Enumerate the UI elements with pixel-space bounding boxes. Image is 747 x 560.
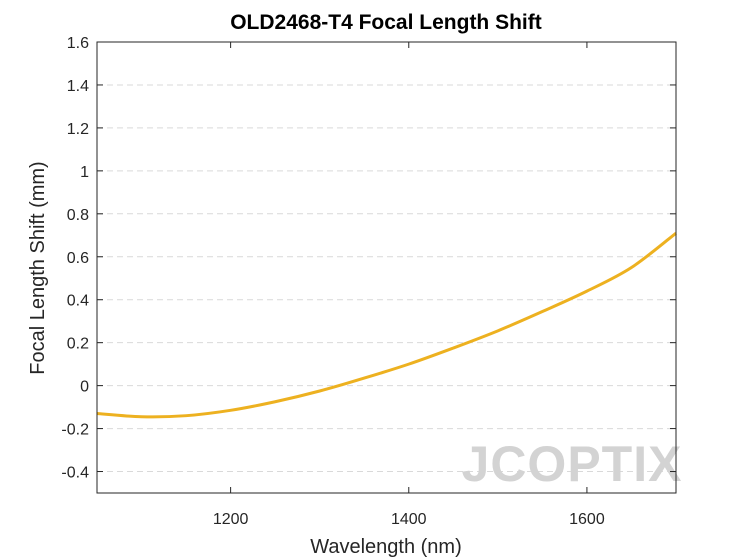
plot-frame xyxy=(96,41,677,494)
y-tick-label: 1.4 xyxy=(67,78,89,95)
axis-ticks: -0.4 -0.2 0 0.2 0.4 0.6 0.8 1 1.2 1.4 1.6 1200 1400 1… xyxy=(61,35,676,528)
series-line-0 xyxy=(96,231,677,419)
y-tick-label: 1.6 xyxy=(67,35,89,52)
y-tick-label: -0.4 xyxy=(61,465,89,482)
x-tick-label: 1200 xyxy=(213,511,249,528)
y-tick-label: -0.2 xyxy=(61,422,89,439)
x-tick-label: 1400 xyxy=(391,511,427,528)
x-tick-label: 1600 xyxy=(569,511,605,528)
grid-lines xyxy=(97,84,676,473)
y-tick-label: 0.6 xyxy=(67,250,89,267)
y-tick-label: 1.2 xyxy=(67,121,89,138)
x-axis-label: Wavelength (nm) xyxy=(310,536,462,558)
y-tick-label: 0.8 xyxy=(67,207,89,224)
y-axis-label: Focal Length Shift (mm) xyxy=(27,161,49,374)
y-tick-label: 1 xyxy=(80,164,89,181)
chart-title: OLD2468-T4 Focal Length Shift xyxy=(230,11,542,34)
y-tick-label: 0.4 xyxy=(67,293,89,310)
watermark-logo: JCOPTIX xyxy=(462,436,683,492)
y-tick-label: 0 xyxy=(80,379,89,396)
series-layer xyxy=(96,231,677,419)
y-tick-label: 0.2 xyxy=(67,336,89,353)
